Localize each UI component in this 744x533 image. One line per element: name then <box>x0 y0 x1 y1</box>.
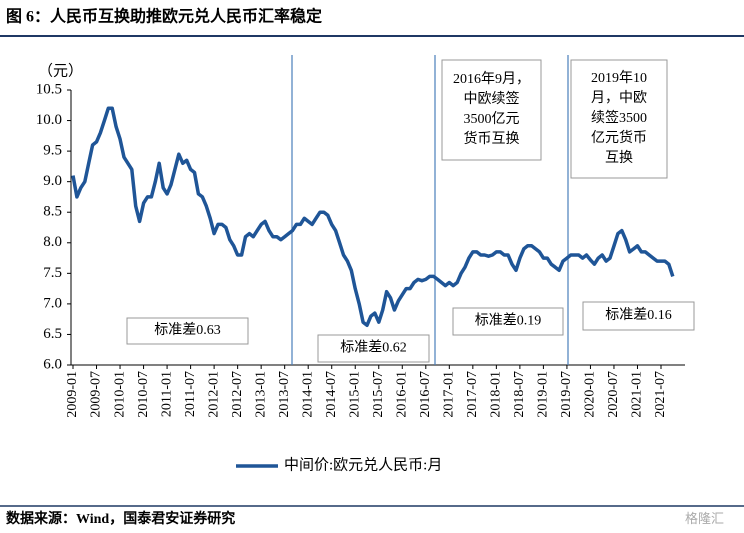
annotation-text: 中欧续签 <box>464 90 520 107</box>
annotation-text: 标准差0.19 <box>475 313 542 329</box>
x-tick-label: 2010-07 <box>136 371 151 418</box>
annotation-box <box>582 301 695 331</box>
y-tick-label: 10.0 <box>36 112 62 128</box>
x-tick-label: 2015-01 <box>347 371 362 418</box>
x-tick-label: 2015-07 <box>371 371 386 418</box>
annotation-text: 续签3500 <box>591 109 647 126</box>
y-tick-label: 9.5 <box>43 143 62 159</box>
annotation-text: 货币互换 <box>464 130 520 147</box>
annotation-text: 2019年10 <box>591 70 647 86</box>
annotation-box <box>452 307 564 336</box>
x-tick-label: 2009-07 <box>89 371 104 418</box>
y-tick-label: 7.0 <box>43 295 62 311</box>
x-tick-label: 2016-07 <box>418 371 433 418</box>
chart-title: 图 6：人民币互换助推欧元兑人民币汇率稳定 <box>6 7 322 26</box>
series-line <box>71 106 675 328</box>
y-unit: （元） <box>38 62 83 79</box>
y-tick-label: 9.0 <box>43 173 62 189</box>
x-tick-label: 2012-01 <box>206 371 221 418</box>
x-tick-label: 2011-01 <box>159 371 174 417</box>
y-tick-label: 8.0 <box>43 234 62 250</box>
y-tick-label: 10.5 <box>36 81 62 97</box>
annotation-text: 互换 <box>605 149 633 166</box>
x-tick-label: 2011-07 <box>183 371 198 417</box>
legend-label: 中间价:欧元兑人民币:月 <box>284 456 442 473</box>
x-tick-label: 2012-07 <box>230 371 245 418</box>
x-tick-label: 2013-07 <box>277 371 292 418</box>
y-tick-label: 6.0 <box>43 356 62 372</box>
x-tick-label: 2017-07 <box>465 371 480 418</box>
y-tick-label: 6.5 <box>43 326 62 342</box>
x-tick-label: 2014-07 <box>324 371 339 418</box>
annotation-text: 亿元货币 <box>591 129 647 146</box>
x-tick-label: 2019-01 <box>536 371 551 418</box>
annotation-box <box>570 59 668 179</box>
y-tick-label: 8.5 <box>43 204 62 220</box>
annotation-box <box>317 334 430 363</box>
x-tick-label: 2020-01 <box>583 371 598 418</box>
annotation-box <box>441 59 542 161</box>
x-tick-label: 2014-01 <box>300 371 315 418</box>
annotation-text: 3500亿元 <box>464 111 520 127</box>
x-tick-label: 2013-01 <box>253 371 268 418</box>
annotation-text: 标准差0.62 <box>340 340 407 356</box>
x-tick-label: 2009-01 <box>65 371 80 418</box>
annotation-box <box>126 317 249 345</box>
x-tick-label: 2017-01 <box>442 371 457 418</box>
x-tick-label: 2020-07 <box>606 371 621 418</box>
x-tick-label: 2016-01 <box>394 371 409 418</box>
annotation-text: 2016年9月， <box>453 71 530 87</box>
annotation-text: 月，中欧 <box>591 90 647 106</box>
x-tick-label: 2021-01 <box>630 371 645 418</box>
annotation-text: 标准差0.16 <box>605 307 672 323</box>
x-tick-label: 2018-07 <box>512 371 527 418</box>
x-tick-label: 2018-01 <box>489 371 504 418</box>
x-tick-label: 2010-01 <box>112 371 127 418</box>
annotation-text: 标准差0.63 <box>154 322 221 338</box>
x-tick-label: 2021-07 <box>653 371 668 418</box>
watermark: 格隆汇 <box>685 511 724 526</box>
x-tick-label: 2019-07 <box>559 371 574 418</box>
source: 数据来源：Wind，国泰君安证券研究 <box>6 510 235 527</box>
y-tick-label: 7.5 <box>43 265 62 281</box>
